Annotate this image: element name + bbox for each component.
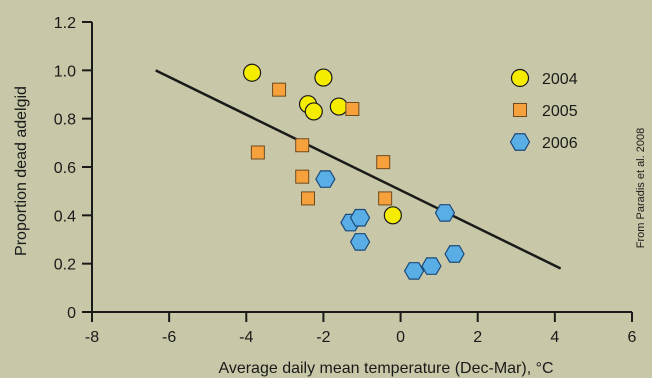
x-tick-label: -2	[316, 329, 330, 346]
data-point-2006	[315, 170, 336, 188]
source-credit: From Paradis et al. 2008	[635, 128, 647, 248]
data-point-2004	[329, 97, 348, 116]
legend-label-2004: 2004	[542, 71, 578, 88]
x-tick-label: -4	[239, 329, 253, 346]
data-point-2006	[444, 245, 465, 263]
data-point-2006	[349, 233, 371, 251]
data-point-2005	[345, 102, 360, 116]
data-point-2005	[272, 82, 287, 97]
y-tick-label: 0.4	[54, 208, 76, 225]
y-tick-label: 0.8	[54, 112, 76, 129]
y-tick-label: 0.2	[54, 257, 76, 274]
x-tick-label: 2	[473, 329, 482, 346]
x-axis-label: Average daily mean temperature (Dec-Mar)…	[218, 360, 553, 377]
y-tick-label: 0	[67, 305, 76, 322]
data-point-2006	[349, 208, 371, 227]
y-tick-label: 0.6	[54, 160, 76, 177]
x-tick-label: 4	[550, 329, 559, 346]
legend-marker-2004	[510, 68, 530, 88]
x-tick-label: 0	[396, 329, 405, 346]
data-point-2004	[383, 206, 402, 225]
trendline	[155, 69, 562, 270]
x-tick-label: -8	[85, 329, 99, 346]
data-point-2005	[295, 138, 310, 153]
legend-marker-2005	[513, 103, 527, 117]
data-point-2006	[421, 257, 442, 275]
data-points	[242, 63, 465, 280]
y-tick-label: 1.0	[54, 63, 76, 80]
data-point-2004	[304, 102, 323, 121]
data-point-2005	[378, 191, 393, 206]
x-tick-label: 6	[628, 329, 637, 346]
data-point-2005	[250, 145, 265, 160]
legend-label-2005: 2005	[542, 103, 578, 120]
trendline-group	[155, 69, 562, 270]
data-point-2006	[403, 262, 425, 280]
data-point-2006	[434, 204, 456, 222]
data-point-2005	[301, 191, 315, 206]
data-point-2005	[295, 169, 310, 184]
y-tick-label: 1.2	[54, 15, 76, 32]
data-point-2004	[314, 68, 333, 87]
y-axis-label: Proportion dead adelgid	[13, 86, 30, 256]
legend-marker-2006	[509, 133, 531, 151]
legend: 2004 2005 2006	[509, 68, 578, 152]
axes: 0 0.2 0.4 0.6 0.8 1.0 1.2 -8 -6 -4 -2 0 2 4 6	[54, 15, 637, 346]
x-tick-label: -6	[162, 329, 176, 346]
data-point-2005	[376, 155, 391, 170]
legend-label-2006: 2006	[542, 135, 578, 152]
data-point-2004	[242, 63, 262, 82]
